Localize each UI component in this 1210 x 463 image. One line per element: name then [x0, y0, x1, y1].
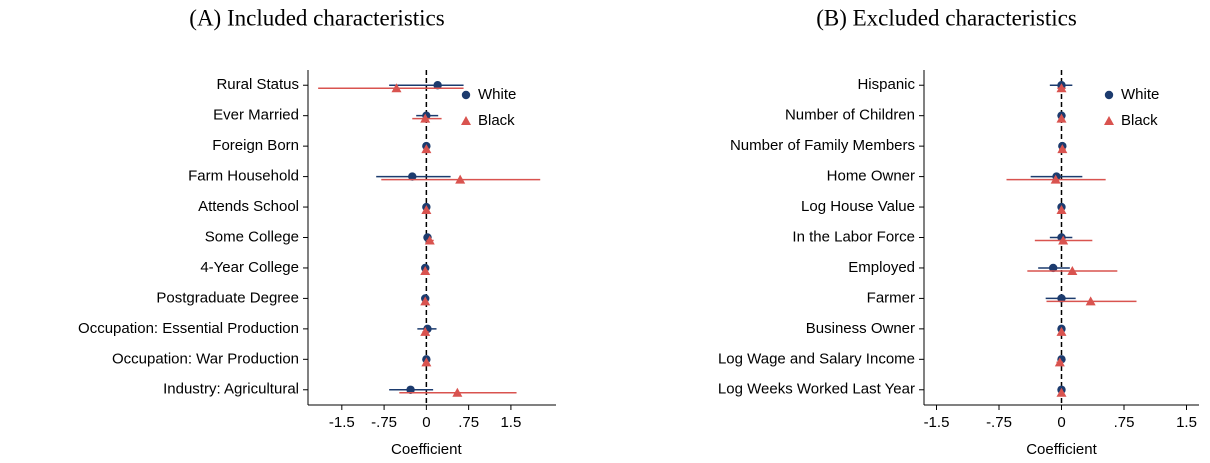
category-label: Farmer — [867, 289, 915, 306]
point — [420, 113, 431, 123]
legend-marker — [1104, 90, 1114, 100]
legend-label: White — [478, 86, 516, 103]
category-label: Attends School — [198, 198, 299, 215]
category-label: Hispanic — [857, 76, 915, 93]
legend-label: White — [1121, 86, 1159, 103]
category-label: Business Owner — [806, 320, 915, 337]
category-label: Rural Status — [216, 76, 299, 93]
category-label: Log Weeks Worked Last Year — [718, 381, 915, 398]
x-axis-label: Coefficient — [1026, 441, 1097, 458]
point — [1058, 235, 1069, 245]
chart-title: (A) Included characteristics — [189, 5, 444, 30]
category-label: Industry: Agricultural — [163, 381, 299, 398]
legend-label: Black — [478, 112, 515, 129]
x-axis-label: Coefficient — [391, 441, 462, 458]
point — [1054, 357, 1065, 367]
point — [420, 326, 431, 336]
category-label: Occupation: War Production — [112, 350, 299, 367]
point — [391, 83, 402, 93]
point — [1056, 326, 1067, 336]
category-label: Home Owner — [827, 168, 915, 185]
category-label: Employed — [848, 259, 915, 276]
category-label: Foreign Born — [212, 137, 299, 154]
x-tick-label: -1.5 — [329, 414, 355, 431]
point — [1057, 294, 1066, 303]
x-tick-label: -1.5 — [924, 414, 950, 431]
category-label: Occupation: Essential Production — [78, 320, 299, 337]
category-label: Some College — [205, 228, 299, 245]
point — [1048, 263, 1058, 273]
legend-marker — [1104, 116, 1114, 125]
point — [455, 174, 466, 184]
chart-title: (B) Excluded characteristics — [816, 5, 1077, 30]
legend-label: Black — [1121, 112, 1158, 129]
point — [421, 205, 432, 215]
point — [1057, 144, 1068, 154]
point — [452, 387, 463, 397]
point — [420, 296, 431, 306]
category-label: Log House Value — [801, 198, 915, 215]
legend-marker — [461, 90, 471, 100]
legend-marker — [461, 116, 471, 125]
point — [1067, 265, 1078, 275]
point — [424, 235, 435, 245]
category-label: Number of Children — [785, 107, 915, 124]
point — [421, 144, 432, 154]
point — [1050, 174, 1061, 184]
point — [1056, 113, 1067, 123]
x-tick-label: 0 — [1057, 414, 1065, 431]
point — [433, 81, 442, 90]
x-tick-label: -.75 — [986, 414, 1012, 431]
x-tick-label: .75 — [458, 414, 479, 431]
x-tick-label: .75 — [1114, 414, 1135, 431]
point — [420, 265, 431, 275]
category-label: Farm Household — [188, 168, 299, 185]
category-label: 4-Year College — [200, 259, 299, 276]
point — [1056, 83, 1067, 93]
point — [1085, 296, 1096, 306]
category-label: In the Labor Force — [792, 228, 915, 245]
x-tick-label: 1.5 — [500, 414, 521, 431]
category-label: Log Wage and Salary Income — [718, 350, 915, 367]
x-tick-label: 1.5 — [1176, 414, 1197, 431]
point — [408, 172, 417, 181]
category-label: Postgraduate Degree — [156, 289, 299, 306]
point — [406, 385, 415, 394]
point — [421, 357, 432, 367]
x-tick-label: 0 — [422, 414, 430, 431]
x-tick-label: -.75 — [371, 414, 397, 431]
point — [1056, 387, 1067, 397]
category-label: Number of Family Members — [730, 137, 915, 154]
point — [1056, 205, 1067, 215]
category-label: Ever Married — [213, 107, 299, 124]
